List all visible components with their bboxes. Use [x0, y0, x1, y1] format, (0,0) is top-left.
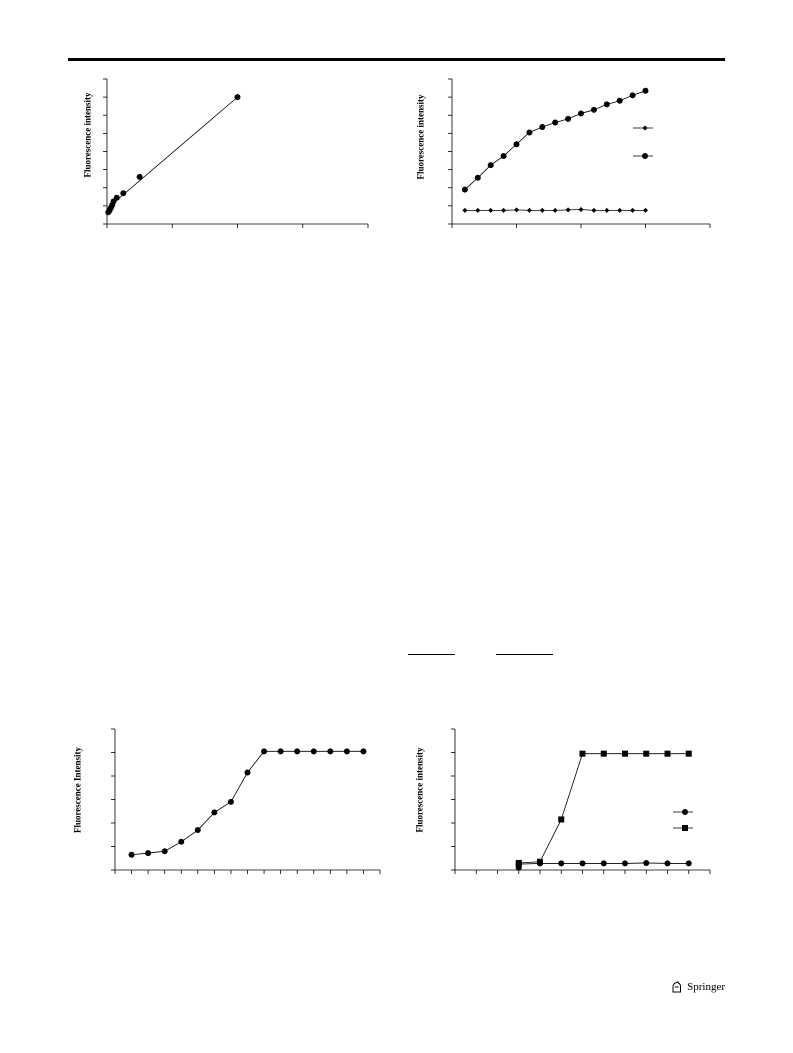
- chart-svg: [451, 728, 711, 874]
- series-1-point: [558, 816, 565, 823]
- series-0-point: [261, 748, 268, 755]
- series-0-point: [310, 748, 317, 755]
- series-1-point: [642, 87, 649, 94]
- series-1-point: [685, 750, 692, 757]
- series-0-point: [343, 748, 350, 755]
- series-0-point: [488, 207, 494, 213]
- series-0-point: [685, 860, 692, 867]
- legend-1-marker: [642, 153, 648, 159]
- series-1-point: [461, 186, 468, 193]
- chart-time-course: Fluorescence intensity: [405, 70, 725, 240]
- series-0-point: [327, 748, 334, 755]
- series-0-line: [131, 750, 364, 856]
- series-0-point: [475, 207, 481, 213]
- series-0-point: [462, 207, 468, 213]
- chart-calibration: Fluorescence intensity: [70, 70, 380, 240]
- series-1-point: [600, 750, 607, 757]
- series-0-point: [501, 207, 507, 213]
- series-0-line: [518, 862, 689, 868]
- fit-line: [106, 96, 238, 209]
- series-1-point: [643, 750, 650, 757]
- series-1-point: [578, 110, 584, 117]
- chart-svg: [111, 728, 381, 874]
- series-0-point: [136, 173, 143, 180]
- series-1-point: [629, 92, 636, 99]
- series-0-point: [227, 798, 234, 805]
- series-0-point: [145, 850, 152, 857]
- series-1-line: [518, 753, 689, 865]
- legend-0-marker: [682, 809, 688, 815]
- series-0-point: [617, 207, 623, 213]
- header-rule: [68, 58, 725, 61]
- series-0-point: [539, 207, 545, 213]
- chart-sigmoid: Fluorescence Intensity: [65, 720, 385, 890]
- series-1-point: [500, 153, 507, 160]
- series-0-point: [211, 809, 218, 816]
- series-1-point: [622, 750, 628, 757]
- series-1-point: [664, 750, 671, 757]
- series-0-point: [578, 207, 584, 212]
- series-0-point: [565, 207, 571, 213]
- series-1-point: [513, 141, 520, 148]
- series-1-point: [590, 106, 597, 113]
- series-0-point: [591, 207, 597, 213]
- chart-svg: [448, 78, 711, 228]
- publisher-name: Springer: [687, 981, 725, 993]
- publisher-footer: Springer: [671, 981, 725, 993]
- series-1-point: [515, 859, 522, 866]
- series-0-point: [600, 860, 607, 867]
- series-0-point: [643, 207, 648, 213]
- series-0-point: [194, 827, 201, 834]
- series-0-point: [622, 860, 628, 867]
- series-0-point: [514, 207, 519, 213]
- series-0-point: [604, 207, 610, 213]
- equation-rule-left: [408, 654, 455, 655]
- series-1-point: [579, 750, 586, 757]
- series-0-point: [128, 851, 135, 858]
- series-0-point: [558, 860, 565, 867]
- series-1-point: [537, 858, 543, 865]
- series-0-point: [552, 207, 558, 213]
- series-0-point: [178, 838, 185, 845]
- legend-1-marker: [682, 825, 688, 831]
- series-1-point: [565, 115, 572, 122]
- series-0-point: [161, 848, 168, 855]
- series-0-point: [120, 190, 127, 197]
- series-0-point: [244, 769, 251, 776]
- series-1-point: [616, 97, 623, 104]
- series-1-point: [552, 119, 559, 126]
- series-0-point: [664, 860, 671, 867]
- series-0-point: [277, 748, 284, 755]
- springer-horse-icon: [671, 981, 683, 993]
- equation-rule-right: [496, 654, 553, 655]
- series-1-point: [487, 162, 494, 169]
- chart-step: Fluorescence intensity: [405, 720, 725, 890]
- series-1-point: [603, 101, 610, 108]
- series-1-point: [474, 174, 481, 181]
- series-0-point: [234, 94, 241, 101]
- series-0-point: [113, 194, 120, 201]
- series-0-point: [630, 207, 636, 213]
- series-0-point: [360, 748, 367, 755]
- series-0-point: [294, 748, 301, 755]
- series-1-line: [464, 90, 646, 190]
- legend-0-marker: [642, 125, 648, 131]
- series-1-point: [526, 129, 533, 136]
- chart-svg: [103, 78, 369, 228]
- series-0-point: [643, 859, 650, 866]
- series-0-point: [526, 207, 532, 213]
- series-0-point: [579, 860, 586, 867]
- series-1-point: [539, 124, 546, 131]
